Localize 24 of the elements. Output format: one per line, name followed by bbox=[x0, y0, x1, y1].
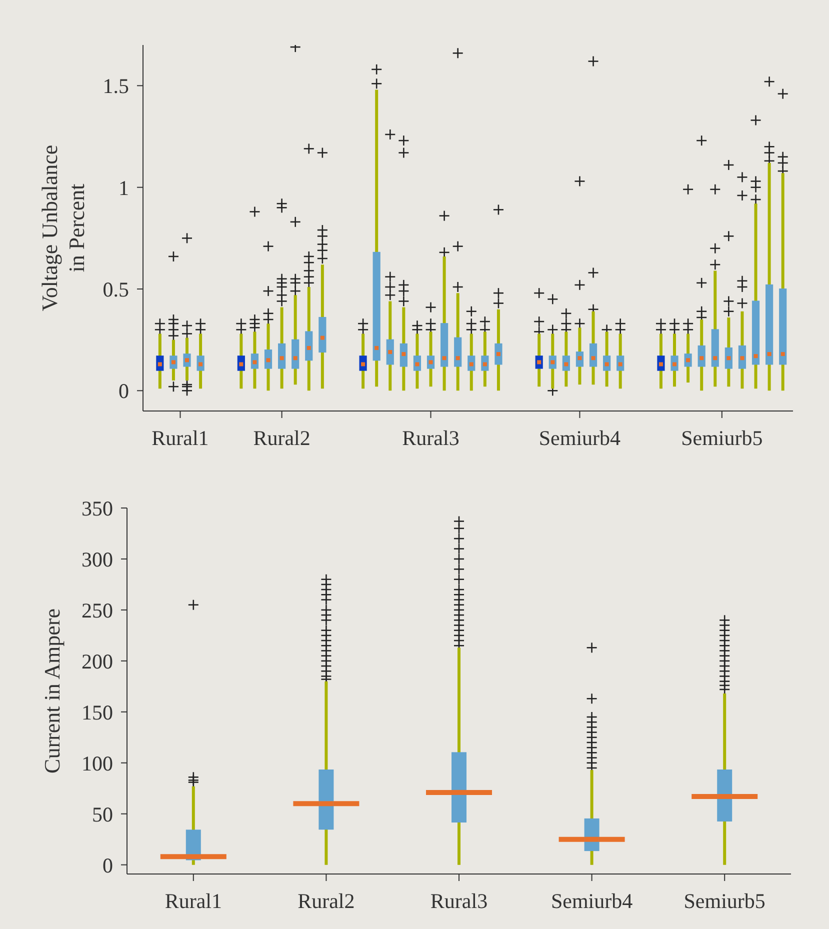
x-tick-label: Semiurb4 bbox=[550, 888, 634, 913]
x-tick-label: Semiurb5 bbox=[681, 426, 763, 450]
x-tick-label: Semiurb5 bbox=[684, 888, 766, 913]
x-tick-label: Rural1 bbox=[152, 426, 209, 450]
x-tick-label: Rural1 bbox=[164, 888, 222, 913]
y-tick-label: 200 bbox=[82, 649, 113, 674]
y-tick-label: 100 bbox=[82, 751, 113, 776]
x-tick-label: Rural3 bbox=[430, 888, 488, 913]
y-tick-label: 50 bbox=[92, 802, 113, 826]
y-axis-title: Voltage Unbalance in Percent bbox=[36, 144, 90, 312]
y-tick-label: 0 bbox=[118, 379, 129, 404]
y-tick-label: 350 bbox=[82, 496, 113, 520]
y-tick-label: 0 bbox=[102, 853, 113, 878]
y-tick-label: 150 bbox=[82, 700, 113, 724]
x-tick-label: Rural2 bbox=[298, 888, 355, 913]
y-tick-label: 1.5 bbox=[102, 74, 129, 98]
x-tick-label: Semiurb4 bbox=[538, 426, 622, 450]
x-tick-label: Rural3 bbox=[402, 426, 460, 450]
y-tick-label: 250 bbox=[82, 598, 113, 622]
y-axis-title: Current in Ampere bbox=[38, 608, 66, 774]
x-tick-label: Rural2 bbox=[253, 426, 310, 450]
y-tick-label: 0.5 bbox=[102, 277, 129, 302]
y-tick-label: 300 bbox=[82, 547, 113, 572]
y-tick-label: 1 bbox=[118, 176, 129, 200]
